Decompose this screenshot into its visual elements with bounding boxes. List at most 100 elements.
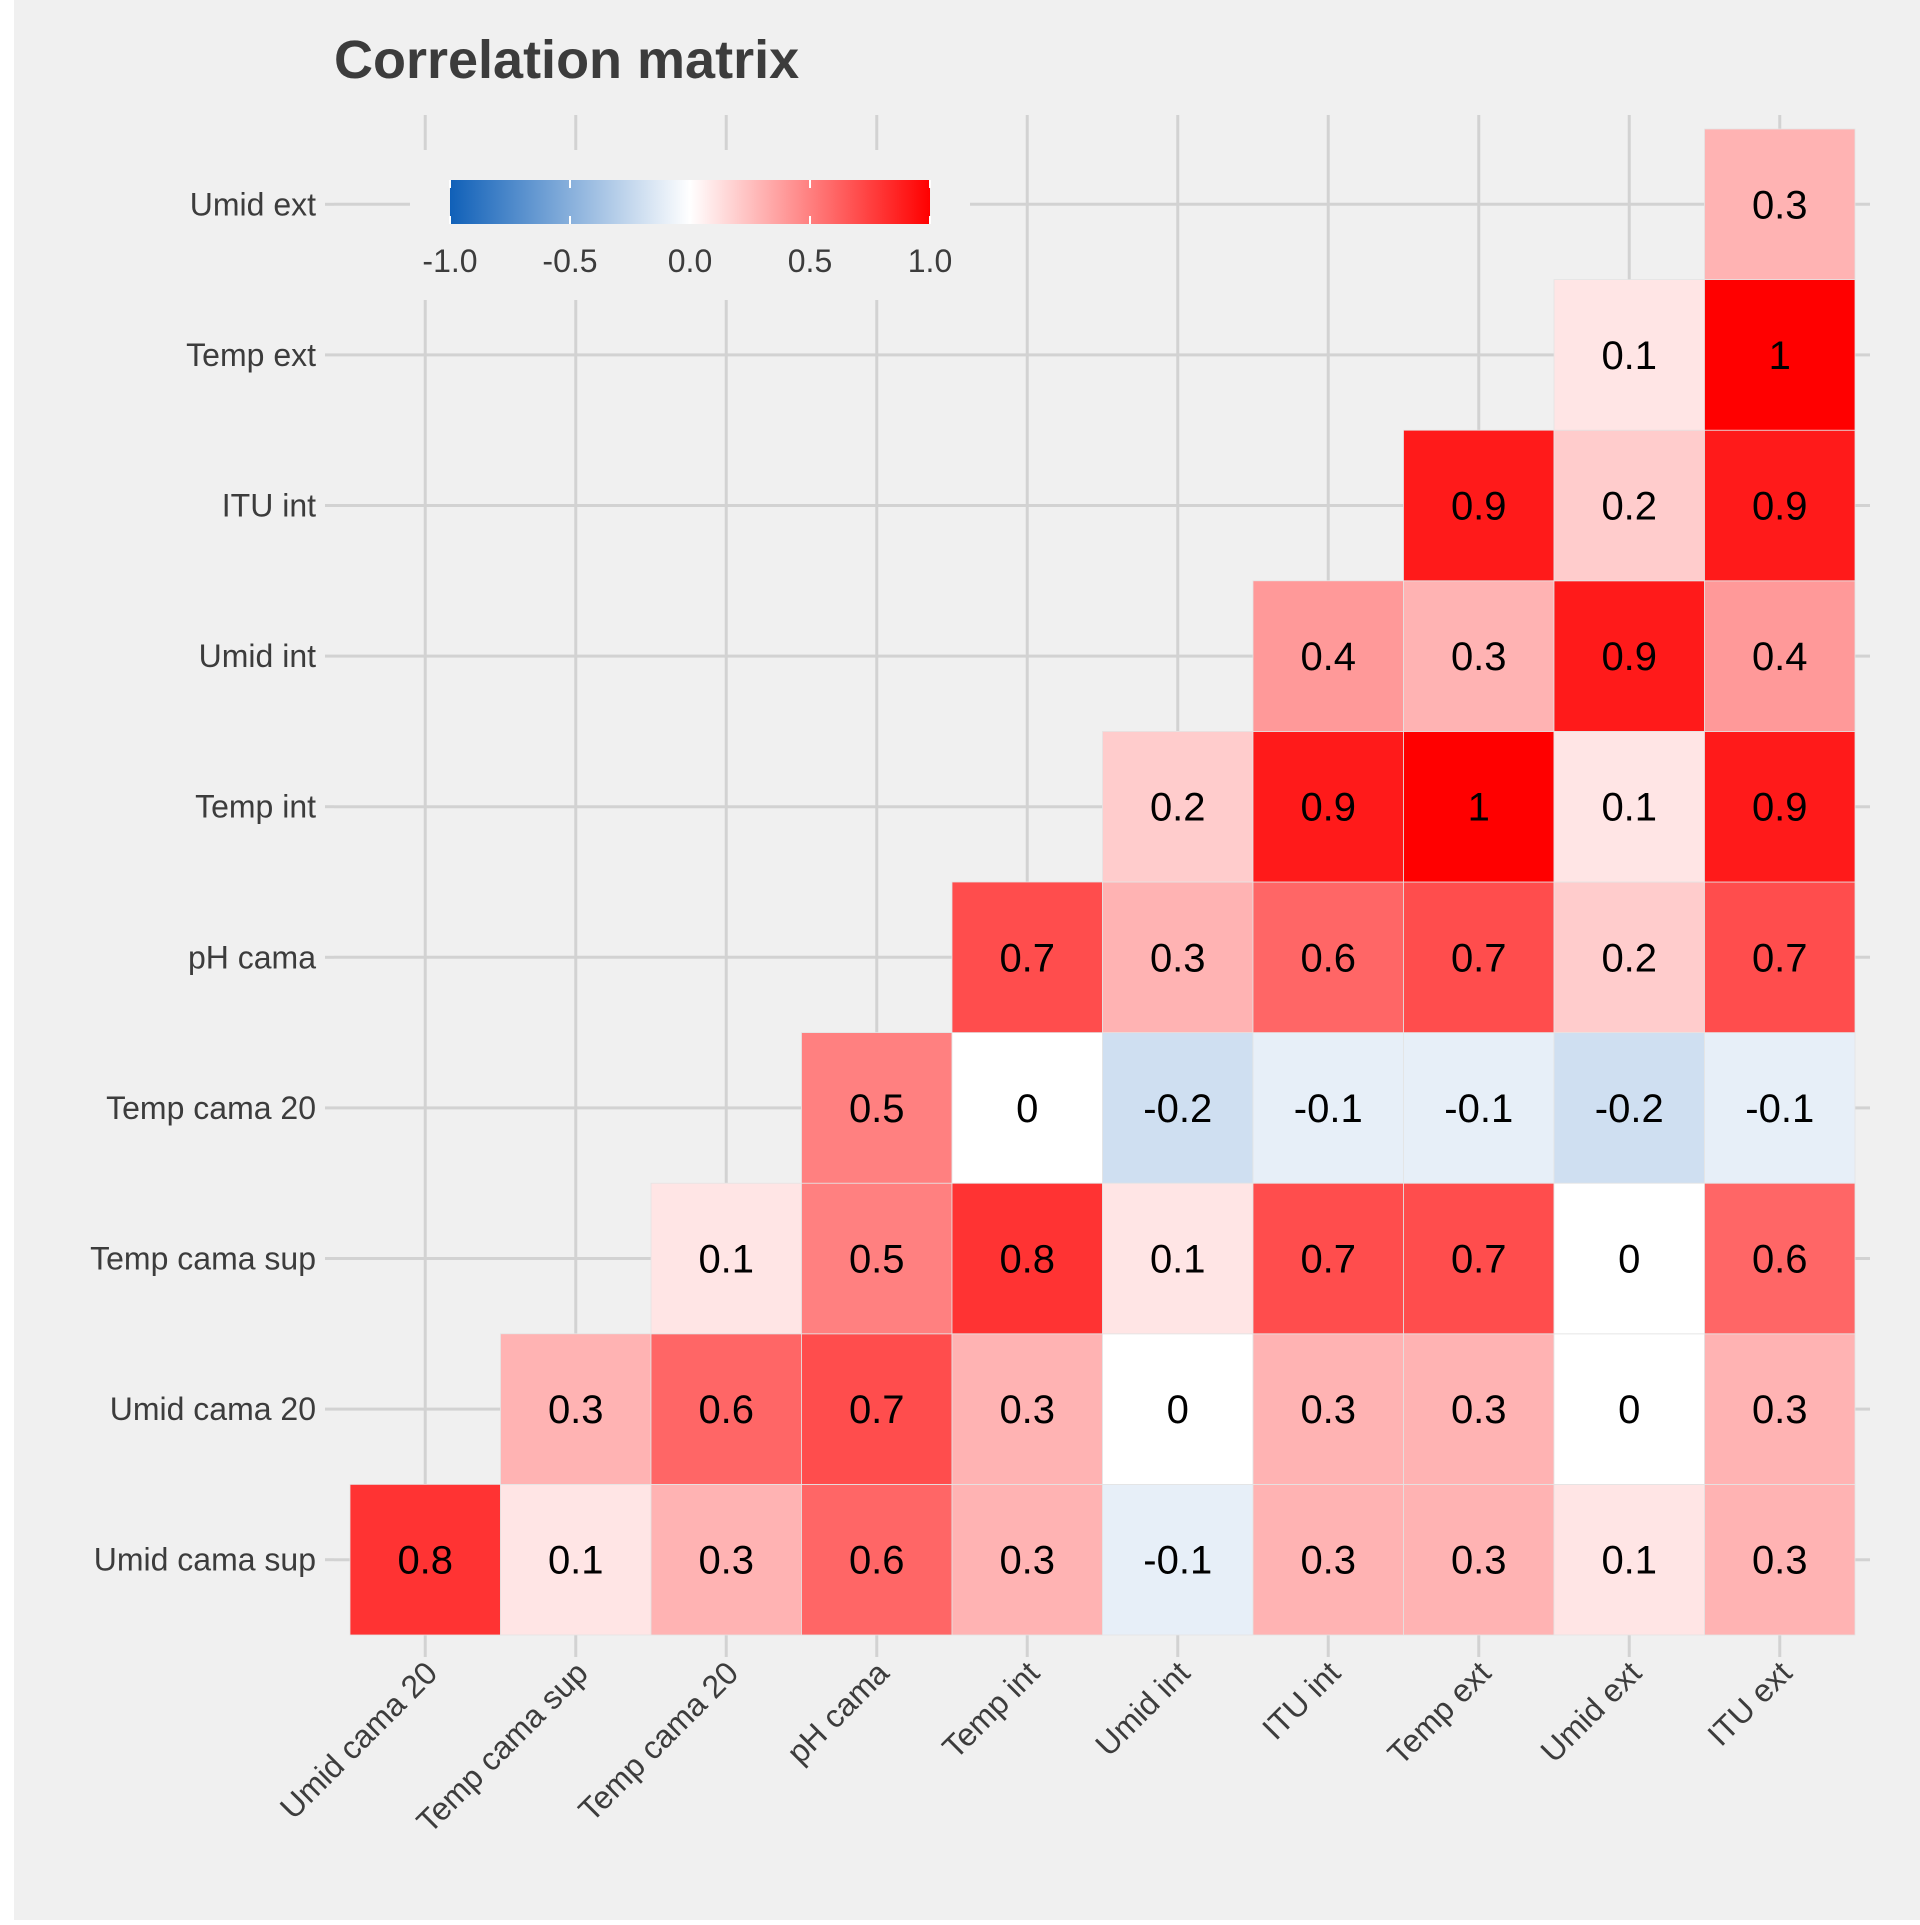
cell-umid-cama-sup-itu-ext [1704,1484,1856,1636]
cell-umid-cama-sup-temp-cama-sup [500,1484,652,1636]
cell-umid-cama-sup-ph-cama [801,1484,953,1636]
chart-title: Correlation matrix [334,30,799,90]
cell-umid-cama-sup-umid-ext [1553,1484,1705,1636]
cell-umid-int-itu-int [1252,580,1404,732]
y-tick-label-itu-int: ITU int [222,488,316,524]
y-tick-label-temp-int: Temp int [195,789,316,825]
cell-temp-cama-20-itu-int [1252,1032,1404,1184]
cell-label: 0.2 [1601,485,1657,529]
cell-label: -0.2 [1143,1087,1212,1131]
cell-label: 0 [1618,1238,1640,1282]
cell-label: 0.1 [1601,786,1657,830]
y-axis: Umid cama sup Umid cama 20 Temp cama sup Te… [90,186,334,1578]
cell-label: 0.6 [1300,936,1356,980]
cell-temp-ext-itu-ext [1704,279,1856,431]
cell-temp-cama-20-umid-int [1102,1032,1254,1184]
cell-umid-cama-sup-umid-cama-20 [349,1484,501,1636]
cell-label: 0.3 [1752,183,1808,227]
cell-ph-cama-itu-int [1252,881,1404,1034]
colorbar-tick-label: 1.0 [908,243,952,279]
y-tick-label-temp-ext: Temp ext [186,337,316,373]
cell-label: 0.5 [849,1087,905,1131]
cell-label: 0.4 [1752,635,1808,679]
cell-label: 0.7 [1300,1238,1356,1282]
cell-label: 0.3 [1752,1539,1808,1583]
cell-umid-cama-sup-temp-ext [1403,1484,1555,1636]
y-tick-label-umid-ext: Umid ext [190,186,316,222]
cell-label: 0.1 [1601,334,1657,378]
cell-label: 0.1 [548,1539,604,1583]
cell-label: 0 [1167,1388,1189,1432]
heatmap-cells [349,128,1856,1636]
cell-label: 0.3 [999,1388,1055,1432]
cell-temp-cama-sup-temp-cama-20 [650,1182,802,1335]
colorbar-legend: -1.0 -0.5 0.0 0.5 1.0 [410,150,970,300]
cell-label: 0.2 [1150,786,1206,830]
cell-umid-ext-itu-ext [1704,128,1856,281]
cell-label: 0.9 [1300,786,1356,830]
cell-label: 0.3 [1300,1539,1356,1583]
cell-label: 0.9 [1601,635,1657,679]
cell-label: 0.8 [999,1238,1055,1282]
cell-label: -0.1 [1444,1087,1513,1131]
cell-label: 0.3 [1150,936,1206,980]
cell-umid-cama-20-umid-ext [1553,1333,1705,1485]
cell-label: 0.6 [1752,1238,1808,1282]
cell-temp-cama-20-itu-ext [1704,1032,1856,1184]
y-tick-label-umid-cama-sup: Umid cama sup [94,1542,316,1578]
y-tick-label-umid-int: Umid int [199,638,316,674]
y-tick-label-umid-cama-20: Umid cama 20 [110,1391,316,1427]
cell-umid-cama-20-temp-cama-sup [500,1333,652,1485]
cell-umid-cama-sup-temp-cama-20 [650,1484,802,1636]
cell-itu-int-temp-ext [1403,429,1555,582]
cell-ph-cama-umid-ext [1553,881,1705,1034]
cell-label: 0.6 [698,1388,754,1432]
cell-label: 1 [1468,786,1490,830]
cell-label: 0.3 [1451,1539,1507,1583]
cell-temp-int-itu-ext [1704,731,1856,883]
cell-temp-int-temp-ext [1403,731,1555,883]
cell-label: 0.1 [698,1238,754,1282]
colorbar-tick-label: -1.0 [422,243,477,279]
cell-label: 0.3 [1300,1388,1356,1432]
cell-label: 0.7 [1451,936,1507,980]
cell-temp-cama-sup-temp-ext [1403,1182,1555,1335]
cell-temp-int-umid-int [1102,731,1254,883]
cell-label: 0.7 [849,1388,905,1432]
cell-itu-int-umid-ext [1553,429,1705,582]
cell-label: -0.1 [1143,1539,1212,1583]
cell-umid-cama-20-umid-int [1102,1333,1254,1485]
cell-label: 0.4 [1300,635,1356,679]
cell-label: 0.3 [999,1539,1055,1583]
cell-label: 1 [1769,334,1791,378]
cell-ph-cama-temp-ext [1403,881,1555,1034]
cell-umid-cama-20-temp-int [951,1333,1103,1485]
colorbar-tick-label: 0.0 [668,243,712,279]
cell-label: 0.3 [1451,635,1507,679]
cell-label: 0.3 [1752,1388,1808,1432]
legend-background [410,150,970,300]
cell-umid-cama-20-itu-ext [1704,1333,1856,1485]
cell-label: 0.3 [698,1539,754,1583]
cell-label: 0.8 [397,1539,453,1583]
cell-label: 0 [1016,1087,1038,1131]
y-tick-label-ph-cama: pH cama [188,939,316,975]
cell-umid-int-umid-ext [1553,580,1705,732]
cell-umid-cama-sup-temp-int [951,1484,1103,1636]
cell-label: 0.7 [1451,1238,1507,1282]
cell-label: -0.2 [1595,1087,1664,1131]
cell-label: 0.3 [1451,1388,1507,1432]
cell-ph-cama-umid-int [1102,881,1254,1034]
cell-label: 0.6 [849,1539,905,1583]
colorbar-tick-label: 0.5 [788,243,832,279]
colorbar-tick-label: -0.5 [542,243,597,279]
cell-label: 0.3 [548,1388,604,1432]
cell-ph-cama-temp-int [951,881,1103,1034]
cell-label: 0.5 [849,1238,905,1282]
cell-label: 0.1 [1601,1539,1657,1583]
cell-temp-cama-20-umid-ext [1553,1032,1705,1184]
cell-temp-cama-sup-itu-ext [1704,1182,1856,1335]
cell-umid-cama-20-itu-int [1252,1333,1404,1485]
cell-temp-cama-20-temp-ext [1403,1032,1555,1184]
